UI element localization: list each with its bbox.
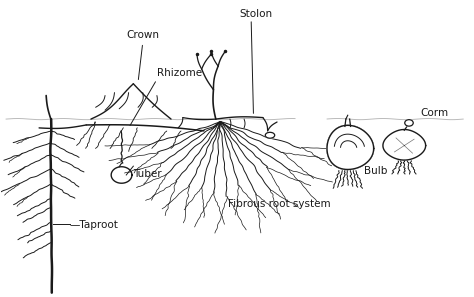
Text: Corm: Corm	[421, 108, 449, 118]
Text: Bulb: Bulb	[364, 166, 388, 176]
Circle shape	[265, 132, 275, 138]
Text: Crown: Crown	[126, 30, 159, 40]
Text: Tuber: Tuber	[133, 169, 162, 179]
Polygon shape	[327, 125, 374, 170]
Text: Stolon: Stolon	[239, 9, 273, 19]
Text: Fibrous root system: Fibrous root system	[228, 198, 330, 208]
Text: Rhizome: Rhizome	[157, 68, 202, 78]
Ellipse shape	[405, 120, 413, 126]
Text: —Taproot: —Taproot	[70, 220, 118, 230]
Polygon shape	[383, 129, 426, 160]
